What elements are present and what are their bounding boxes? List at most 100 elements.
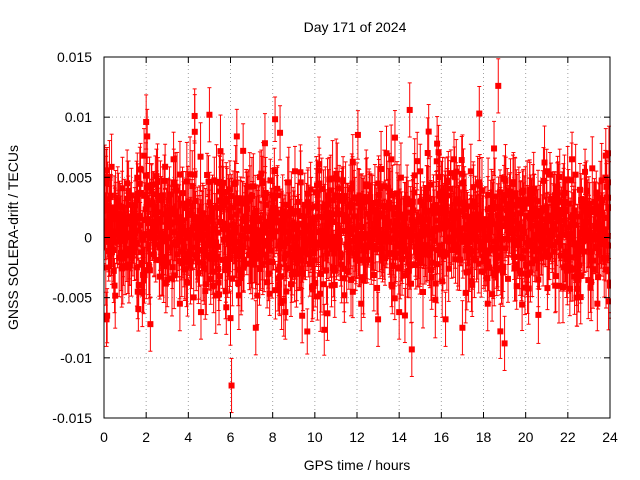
data-point-outlier <box>210 258 217 314</box>
data-point-outlier <box>185 173 192 229</box>
data-point <box>197 122 204 192</box>
data-point-outlier <box>569 131 576 187</box>
data-point-outlier <box>104 288 111 344</box>
data-point-outlier <box>111 258 118 314</box>
x-tick-label: 22 <box>560 429 576 445</box>
data-point <box>331 251 338 318</box>
data-point-outlier <box>299 288 306 344</box>
data-point-outlier <box>269 167 276 223</box>
data-point-outlier <box>240 123 247 179</box>
data-point-outlier <box>104 155 110 211</box>
data-point-outlier <box>467 143 474 199</box>
data-point <box>401 287 408 344</box>
data-point-outlier <box>164 252 171 308</box>
data-point-outlier <box>535 252 542 308</box>
data-point-outlier <box>147 296 154 352</box>
y-tick-label: -0.015 <box>52 410 92 426</box>
data-point-outlier <box>349 134 356 190</box>
x-tick-label: 18 <box>476 429 492 445</box>
data-point-outlier <box>282 284 289 340</box>
x-tick-label: 6 <box>227 429 235 445</box>
data-point-outlier <box>228 357 235 414</box>
x-tick-label: 10 <box>307 429 323 445</box>
y-tick-label: 0.005 <box>57 169 92 185</box>
data-point-outlier <box>375 291 382 347</box>
data-point-outlier <box>358 276 365 332</box>
data-point-outlier <box>153 191 160 248</box>
data-point-outlier <box>206 87 213 143</box>
data-point <box>162 143 169 190</box>
data-point-outlier <box>417 143 424 199</box>
x-axis-title: GPS time / hours <box>304 457 411 473</box>
data-point-outlier <box>191 88 198 144</box>
data-point-outlier <box>197 284 204 340</box>
data-point-outlier <box>134 264 141 320</box>
y-tick-label: 0.01 <box>65 109 92 125</box>
data-point <box>272 260 279 320</box>
data-point-outlier <box>497 303 504 359</box>
data-point-outlier <box>170 131 177 187</box>
data-point <box>414 131 421 191</box>
data-point <box>354 110 361 160</box>
data-point-outlier <box>518 246 525 302</box>
data-point-outlier <box>117 195 124 251</box>
data-point-outlier <box>425 104 432 160</box>
data-point-outlier <box>406 82 413 138</box>
data-point-outlier <box>105 203 112 260</box>
data-point-outlier <box>510 154 517 210</box>
data-point-outlier <box>495 58 502 114</box>
x-tick-label: 24 <box>602 429 618 445</box>
data-point-outlier <box>396 284 403 340</box>
x-tick-label: 12 <box>349 429 365 445</box>
x-tick-label: 4 <box>184 429 192 445</box>
data-point <box>259 234 266 296</box>
data-point-outlier <box>316 136 323 192</box>
data-point-outlier <box>122 240 129 296</box>
data-point-outlier <box>216 155 223 211</box>
data-point-outlier <box>252 300 259 356</box>
data-point-outlier <box>324 285 331 341</box>
x-tick-label: 0 <box>100 429 108 445</box>
data-point-outlier <box>341 267 348 323</box>
data-point-outlier <box>491 120 498 177</box>
data-point-outlier <box>476 85 483 142</box>
data-point <box>374 261 381 315</box>
data-layer <box>104 58 611 414</box>
data-point-outlier <box>107 179 114 235</box>
data-point-outlier <box>265 246 272 302</box>
data-point-outlier <box>577 248 584 304</box>
y-tick-label: 0 <box>84 230 92 246</box>
data-point-outlier <box>442 291 449 347</box>
data-point-outlier <box>391 110 398 166</box>
data-point-outlier <box>408 321 415 377</box>
data-point-outlier <box>233 108 240 164</box>
x-tick-label: 8 <box>269 429 277 445</box>
data-point-outlier <box>248 227 255 284</box>
y-tick-label: -0.01 <box>60 350 92 366</box>
data-point-outlier <box>560 167 567 223</box>
data-point-outlier <box>526 161 533 217</box>
data-point-outlier <box>383 125 390 181</box>
x-tick-label: 14 <box>391 429 407 445</box>
data-point-outlier <box>144 108 151 164</box>
tick-layer: 0 2 4 6 8 10 12 14 16 18 20 22 24-0.015-0.01-0.00500… <box>52 49 618 445</box>
y-tick-label: 0.015 <box>57 49 92 65</box>
data-point-outlier <box>434 116 441 172</box>
data-point-outlier <box>332 167 339 223</box>
data-point-outlier <box>602 128 609 184</box>
data-point-outlier <box>141 128 148 184</box>
data-point <box>272 96 279 142</box>
data-point-outlier <box>176 276 183 332</box>
data-point-outlier <box>277 105 284 161</box>
data-point <box>304 308 311 355</box>
chart-title: Day 171 of 2024 <box>304 19 407 35</box>
data-point <box>321 303 328 356</box>
data-point-outlier <box>552 258 559 314</box>
x-tick-label: 16 <box>434 429 450 445</box>
data-point-outlier <box>585 176 592 232</box>
data-point-outlier <box>543 179 550 235</box>
data-point-outlier <box>450 131 457 187</box>
data-point-outlier <box>128 167 135 223</box>
